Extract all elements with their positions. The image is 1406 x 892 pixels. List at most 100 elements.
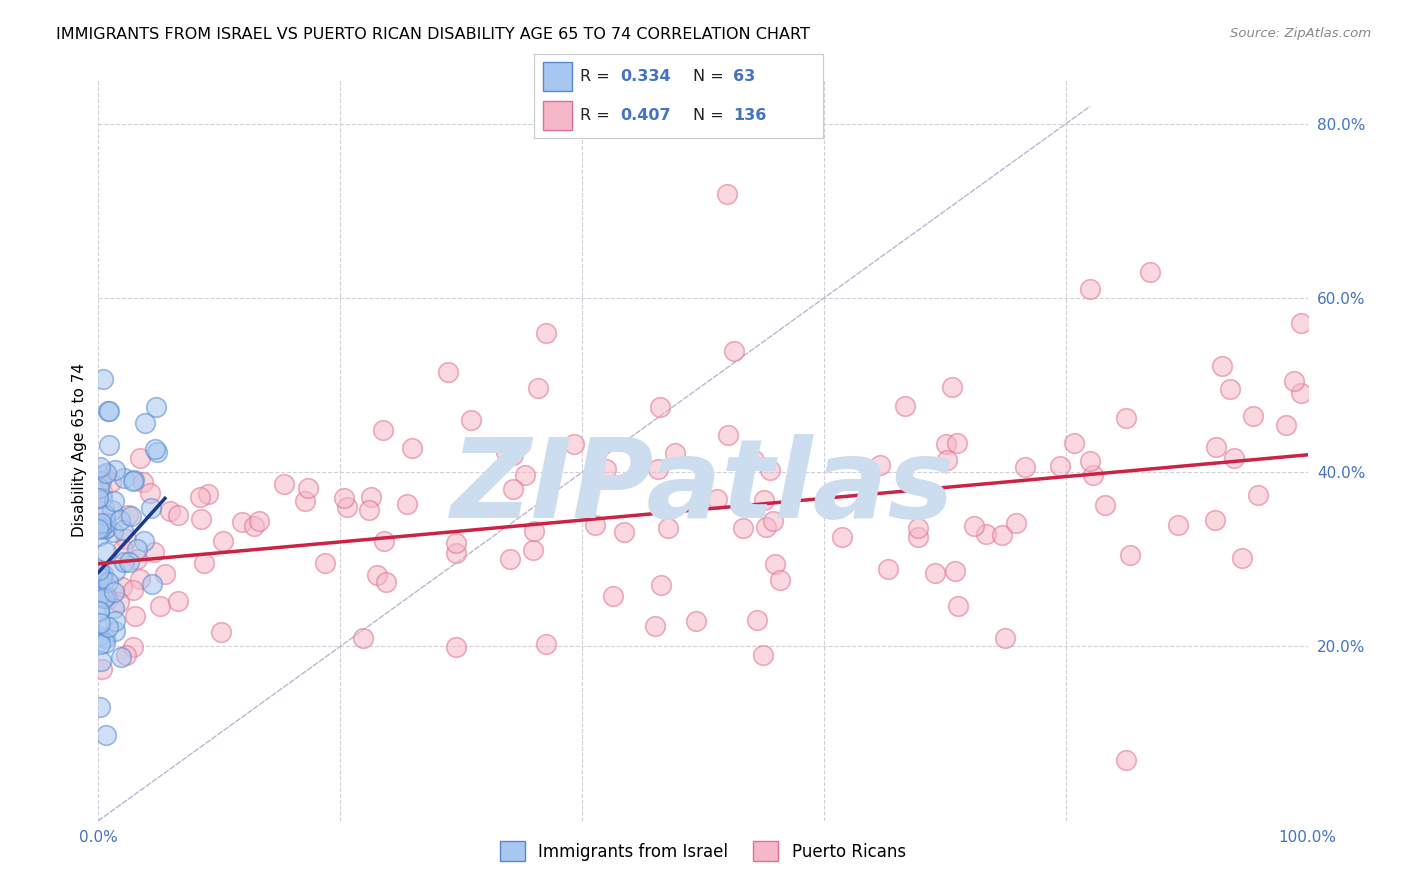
Point <box>91 567 114 582</box>
Point <box>716 186 738 201</box>
Point <box>145 400 167 414</box>
Point <box>197 487 219 501</box>
Point <box>907 530 929 544</box>
Point <box>336 500 359 514</box>
Point <box>523 524 546 539</box>
Point <box>763 557 786 571</box>
Point <box>98 438 121 452</box>
Point <box>103 585 125 599</box>
Point <box>111 542 134 557</box>
Point <box>595 462 617 476</box>
Point <box>723 344 745 359</box>
Point <box>831 530 853 544</box>
Point <box>1078 454 1101 468</box>
Point <box>534 326 557 340</box>
Point <box>650 578 672 592</box>
Point <box>87 529 110 543</box>
Point <box>190 512 212 526</box>
Point <box>495 445 517 459</box>
Point <box>155 567 177 582</box>
Point <box>664 445 686 459</box>
Point <box>1115 410 1137 425</box>
Point <box>1115 753 1137 767</box>
Point <box>141 577 163 591</box>
Point <box>948 599 970 614</box>
Point <box>149 599 172 614</box>
Point <box>97 592 120 607</box>
Point <box>444 546 467 560</box>
Point <box>190 490 212 504</box>
Point <box>1049 458 1071 473</box>
Point <box>360 491 382 505</box>
Point <box>1219 383 1241 397</box>
Point <box>94 466 117 480</box>
Point <box>247 514 270 528</box>
Point <box>120 509 142 524</box>
Point <box>111 580 134 594</box>
Point <box>231 515 253 529</box>
Point <box>1063 436 1085 450</box>
Point <box>87 523 110 537</box>
Point <box>122 640 145 654</box>
Point <box>460 413 482 427</box>
Point <box>94 521 117 535</box>
Point <box>139 486 162 500</box>
Point <box>93 508 115 522</box>
Text: 63: 63 <box>733 69 755 84</box>
Point <box>96 545 118 559</box>
FancyBboxPatch shape <box>543 101 572 130</box>
Point <box>93 591 115 606</box>
Point <box>1005 516 1028 530</box>
Point <box>945 436 967 450</box>
Point <box>112 523 135 537</box>
Text: R =: R = <box>581 69 616 84</box>
Point <box>1139 265 1161 279</box>
Point <box>602 589 624 603</box>
Point <box>89 615 111 630</box>
Point <box>941 380 963 394</box>
Point <box>94 636 117 650</box>
Point <box>103 494 125 508</box>
Point <box>89 604 111 618</box>
Point <box>87 563 110 577</box>
Point <box>974 527 997 541</box>
Point <box>91 485 114 500</box>
Point <box>333 491 356 505</box>
Point <box>139 500 162 515</box>
Point <box>644 619 666 633</box>
Point <box>143 545 166 559</box>
Point <box>373 423 395 437</box>
Point <box>742 452 765 467</box>
Point <box>100 503 122 517</box>
Point <box>97 574 120 589</box>
Point <box>104 614 127 628</box>
Point <box>90 491 112 505</box>
Point <box>104 624 127 639</box>
Text: R =: R = <box>581 108 616 123</box>
Point <box>962 519 984 533</box>
Point <box>97 620 120 634</box>
Legend: Immigrants from Israel, Puerto Ricans: Immigrants from Israel, Puerto Ricans <box>494 834 912 868</box>
Point <box>122 473 145 487</box>
Point <box>401 441 423 455</box>
Point <box>101 524 124 539</box>
Point <box>352 631 374 645</box>
Text: 136: 136 <box>733 108 766 123</box>
Point <box>706 492 728 507</box>
Point <box>132 475 155 490</box>
Point <box>211 624 233 639</box>
Point <box>513 467 536 482</box>
Point <box>104 564 127 578</box>
Point <box>1078 282 1101 296</box>
Y-axis label: Disability Age 65 to 74: Disability Age 65 to 74 <box>72 363 87 538</box>
Point <box>924 566 946 580</box>
FancyBboxPatch shape <box>543 62 572 91</box>
Point <box>534 637 557 651</box>
Point <box>96 589 118 603</box>
Point <box>125 541 148 556</box>
Point <box>907 521 929 535</box>
Text: 0.407: 0.407 <box>621 108 672 123</box>
Point <box>994 631 1017 645</box>
Point <box>128 572 150 586</box>
Point <box>436 365 458 379</box>
